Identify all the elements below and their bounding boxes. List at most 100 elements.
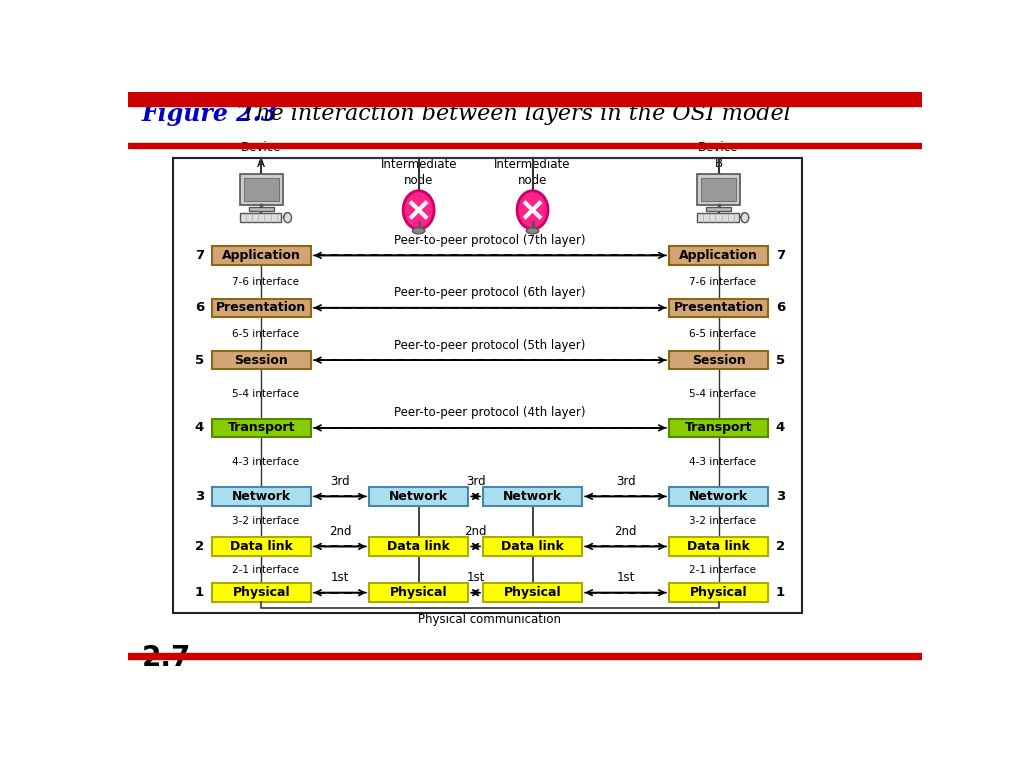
- Ellipse shape: [517, 190, 548, 229]
- Text: 7-6 interface: 7-6 interface: [689, 276, 756, 286]
- Text: 4: 4: [776, 422, 785, 435]
- Text: Transport: Transport: [685, 422, 753, 435]
- Bar: [669, 247, 768, 265]
- Bar: [128, 92, 922, 106]
- Text: Intermediate
node: Intermediate node: [380, 158, 457, 187]
- Text: 7: 7: [776, 249, 785, 262]
- Text: Physical: Physical: [690, 586, 748, 599]
- Text: 1: 1: [776, 586, 785, 599]
- Bar: [669, 299, 768, 317]
- Text: Intermediate
node: Intermediate node: [495, 158, 570, 187]
- Text: Network: Network: [389, 490, 449, 503]
- Text: Peer-to-peer protocol (6th layer): Peer-to-peer protocol (6th layer): [394, 286, 586, 300]
- FancyBboxPatch shape: [240, 213, 282, 222]
- Text: Application: Application: [679, 249, 758, 262]
- Text: The interaction between layers in the OSI model: The interaction between layers in the OS…: [227, 103, 791, 124]
- Text: 4-3 interface: 4-3 interface: [689, 457, 756, 467]
- Text: 2nd: 2nd: [614, 525, 637, 538]
- Text: 3rd: 3rd: [466, 475, 485, 488]
- Text: Data link: Data link: [387, 540, 451, 553]
- FancyBboxPatch shape: [240, 174, 283, 204]
- Text: Presentation: Presentation: [674, 301, 764, 314]
- Bar: [128, 143, 922, 148]
- Bar: [173, 157, 802, 613]
- Text: Peer-to-peer protocol (4th layer): Peer-to-peer protocol (4th layer): [394, 406, 586, 419]
- Bar: [212, 299, 311, 317]
- Text: 2nd: 2nd: [329, 525, 351, 538]
- Text: 3-2 interface: 3-2 interface: [689, 516, 756, 526]
- Text: Session: Session: [691, 353, 745, 366]
- Text: Physical: Physical: [390, 586, 447, 599]
- Bar: [212, 584, 311, 602]
- Text: Device
B: Device B: [698, 141, 738, 170]
- Text: 2-1 interface: 2-1 interface: [231, 564, 299, 574]
- Bar: [483, 584, 583, 602]
- Text: Application: Application: [222, 249, 301, 262]
- Text: Network: Network: [689, 490, 749, 503]
- Bar: [212, 538, 311, 556]
- Text: 1st: 1st: [331, 571, 349, 584]
- Text: Data link: Data link: [229, 540, 293, 553]
- Bar: [669, 538, 768, 556]
- Bar: [707, 207, 731, 210]
- Text: Network: Network: [503, 490, 562, 503]
- Text: 3rd: 3rd: [615, 475, 635, 488]
- Bar: [483, 487, 583, 505]
- Text: 2: 2: [776, 540, 785, 553]
- Text: Transport: Transport: [227, 422, 295, 435]
- Bar: [369, 538, 468, 556]
- Ellipse shape: [403, 190, 434, 229]
- Text: Physical: Physical: [232, 586, 290, 599]
- Text: Device
A: Device A: [241, 141, 282, 170]
- Text: 3: 3: [776, 490, 785, 503]
- Text: 2-1 interface: 2-1 interface: [689, 564, 756, 574]
- Bar: [212, 247, 311, 265]
- Text: 7-6 interface: 7-6 interface: [231, 276, 299, 286]
- Text: Physical communication: Physical communication: [419, 613, 561, 626]
- Text: 5-4 interface: 5-4 interface: [689, 389, 756, 399]
- Text: 6: 6: [195, 301, 204, 314]
- Text: 6: 6: [776, 301, 785, 314]
- FancyBboxPatch shape: [697, 174, 740, 204]
- FancyBboxPatch shape: [697, 213, 738, 222]
- Text: 2: 2: [195, 540, 204, 553]
- Text: 1st: 1st: [616, 571, 635, 584]
- Text: Peer-to-peer protocol (7th layer): Peer-to-peer protocol (7th layer): [394, 234, 586, 247]
- Text: Peer-to-peer protocol (5th layer): Peer-to-peer protocol (5th layer): [394, 339, 586, 352]
- Text: 1: 1: [195, 586, 204, 599]
- Bar: [483, 538, 583, 556]
- Ellipse shape: [284, 213, 292, 223]
- Ellipse shape: [526, 227, 539, 233]
- Text: Network: Network: [231, 490, 291, 503]
- Text: 2nd: 2nd: [464, 525, 486, 538]
- Text: Figure 2.3: Figure 2.3: [142, 101, 279, 126]
- Ellipse shape: [741, 213, 749, 223]
- Text: Session: Session: [234, 353, 288, 366]
- Bar: [369, 584, 468, 602]
- Text: 6-5 interface: 6-5 interface: [231, 329, 299, 339]
- Text: 3-2 interface: 3-2 interface: [231, 516, 299, 526]
- Text: Data link: Data link: [501, 540, 564, 553]
- Bar: [212, 487, 311, 505]
- Text: 3: 3: [195, 490, 204, 503]
- Bar: [128, 653, 922, 659]
- Bar: [701, 177, 736, 200]
- Text: 4-3 interface: 4-3 interface: [231, 457, 299, 467]
- Text: 6-5 interface: 6-5 interface: [689, 329, 756, 339]
- Ellipse shape: [413, 227, 425, 233]
- Text: Data link: Data link: [687, 540, 750, 553]
- Bar: [249, 207, 273, 210]
- Text: 5: 5: [195, 353, 204, 366]
- Text: 5-4 interface: 5-4 interface: [231, 389, 299, 399]
- Bar: [669, 584, 768, 602]
- Bar: [244, 177, 279, 200]
- Bar: [212, 419, 311, 437]
- Bar: [669, 351, 768, 369]
- Bar: [669, 487, 768, 505]
- Text: 3rd: 3rd: [330, 475, 350, 488]
- Text: 1st: 1st: [466, 571, 484, 584]
- Text: Presentation: Presentation: [216, 301, 306, 314]
- Text: 5: 5: [776, 353, 785, 366]
- Bar: [369, 487, 468, 505]
- Bar: [669, 419, 768, 437]
